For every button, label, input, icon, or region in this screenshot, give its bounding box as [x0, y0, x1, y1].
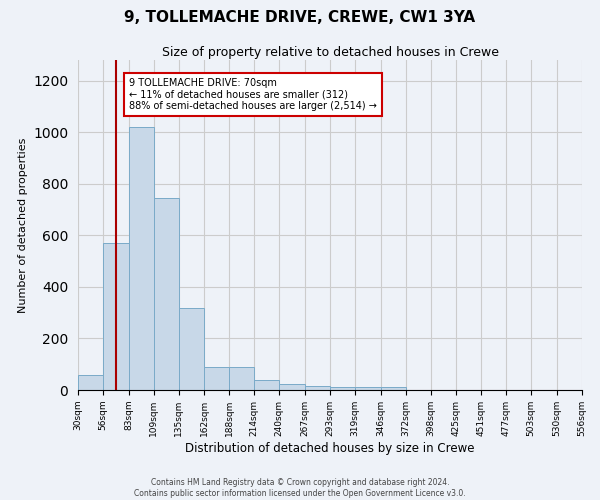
X-axis label: Distribution of detached houses by size in Crewe: Distribution of detached houses by size … [185, 442, 475, 454]
Bar [381, 388, 406, 390]
Text: 9 TOLLEMACHE DRIVE: 70sqm
← 11% of detached houses are smaller (312)
88% of semi: 9 TOLLEMACHE DRIVE: 70sqm ← 11% of detac… [129, 78, 377, 111]
Bar [355, 388, 381, 390]
Text: 9, TOLLEMACHE DRIVE, CREWE, CW1 3YA: 9, TOLLEMACHE DRIVE, CREWE, CW1 3YA [124, 10, 476, 25]
Bar [305, 386, 330, 390]
Bar [330, 388, 355, 390]
Y-axis label: Number of detached properties: Number of detached properties [17, 138, 28, 312]
Bar [205, 367, 229, 390]
Title: Size of property relative to detached houses in Crewe: Size of property relative to detached ho… [161, 46, 499, 59]
Bar [279, 384, 305, 390]
Bar [229, 367, 254, 390]
Bar [103, 243, 129, 390]
Bar [154, 198, 179, 390]
Text: Contains HM Land Registry data © Crown copyright and database right 2024.
Contai: Contains HM Land Registry data © Crown c… [134, 478, 466, 498]
Bar [254, 380, 279, 390]
Bar [129, 127, 154, 390]
Bar [78, 374, 103, 390]
Bar [179, 308, 205, 390]
